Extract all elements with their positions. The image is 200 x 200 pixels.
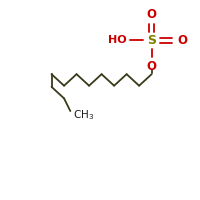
Text: S: S	[147, 34, 156, 47]
Text: O: O	[147, 8, 157, 21]
Text: HO: HO	[108, 35, 127, 45]
Text: O: O	[177, 34, 187, 47]
Text: O: O	[147, 60, 157, 73]
Text: CH$_3$: CH$_3$	[73, 108, 94, 122]
